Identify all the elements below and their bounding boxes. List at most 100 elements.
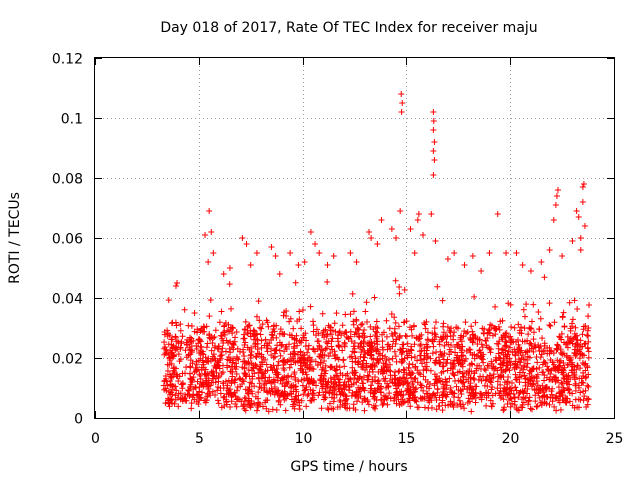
data-point [485,392,492,399]
data-point [476,336,483,343]
data-point [416,348,423,355]
data-point [453,324,460,331]
data-point [321,394,328,401]
chart-title: Day 018 of 2017, Rate Of TEC Index for r… [160,20,537,36]
data-point [488,403,495,410]
data-point [429,350,436,357]
data-point [498,346,505,353]
data-point [469,339,476,346]
data-point [485,362,492,369]
data-point [551,319,558,326]
data-point [546,401,553,408]
data-point [487,397,494,404]
data-point [405,399,412,406]
data-point [401,286,408,293]
data-point [534,402,541,409]
data-point [395,368,402,375]
data-point [398,109,405,115]
data-point [210,379,217,386]
data-point [368,338,375,345]
data-point [269,332,276,339]
data-point [278,342,285,349]
data-point [501,379,508,386]
data-point [179,370,186,377]
data-point [467,335,474,342]
data-point [171,369,178,376]
data-point [279,380,286,387]
data-point [239,364,246,371]
data-point [519,369,526,376]
data-point [262,368,269,375]
data-point [496,326,503,333]
data-point [427,395,434,402]
data-point [430,109,437,115]
data-point [431,157,438,163]
data-point [208,229,215,235]
data-point [480,329,487,336]
data-point [573,208,580,214]
data-point [389,343,396,350]
data-point [274,374,281,381]
data-point [322,345,329,352]
data-point [217,355,224,362]
data-point [287,250,294,256]
data-point [374,346,381,353]
data-point [525,398,532,405]
data-point [251,328,258,335]
data-point [179,385,186,392]
data-point [318,347,325,354]
data-point [533,403,540,410]
data-point [240,403,247,410]
data-point [210,250,217,256]
data-point [368,235,375,241]
data-point [172,347,179,354]
data-point [516,344,523,351]
data-point [292,376,299,383]
data-point [467,383,474,390]
data-point [546,344,553,351]
data-point [391,372,398,379]
data-point [228,363,235,370]
data-point [270,376,277,383]
data-point [383,317,390,324]
data-point [308,375,315,382]
data-point [371,395,378,402]
data-point [512,384,519,391]
data-point [584,345,591,352]
data-point [327,363,334,370]
data-point [202,354,209,361]
data-point [522,375,529,382]
data-point [223,337,230,344]
data-point [558,379,565,386]
data-point [230,355,237,362]
data-point [385,363,392,370]
data-point [261,378,268,385]
data-point [391,395,398,402]
data-point [191,310,198,317]
data-point [330,398,337,405]
data-point [227,349,234,356]
data-point [539,399,546,406]
data-point [560,397,567,404]
data-point [547,356,554,363]
data-point [418,395,425,402]
data-point [332,367,339,374]
data-point [518,355,525,362]
data-point [437,334,444,341]
data-point [376,350,383,357]
y-tick-label: 0.02 [52,352,83,368]
data-point [451,250,458,256]
data-point [218,308,225,315]
y-tick-label: 0 [74,412,83,428]
data-point [310,379,317,386]
data-point [500,407,507,414]
data-point [224,327,231,334]
data-point [408,354,415,361]
data-point [298,339,305,346]
data-point [384,380,391,387]
data-point [362,308,369,315]
data-point [374,378,381,385]
data-point [506,344,513,351]
data-point [187,339,194,346]
data-point [526,367,533,374]
